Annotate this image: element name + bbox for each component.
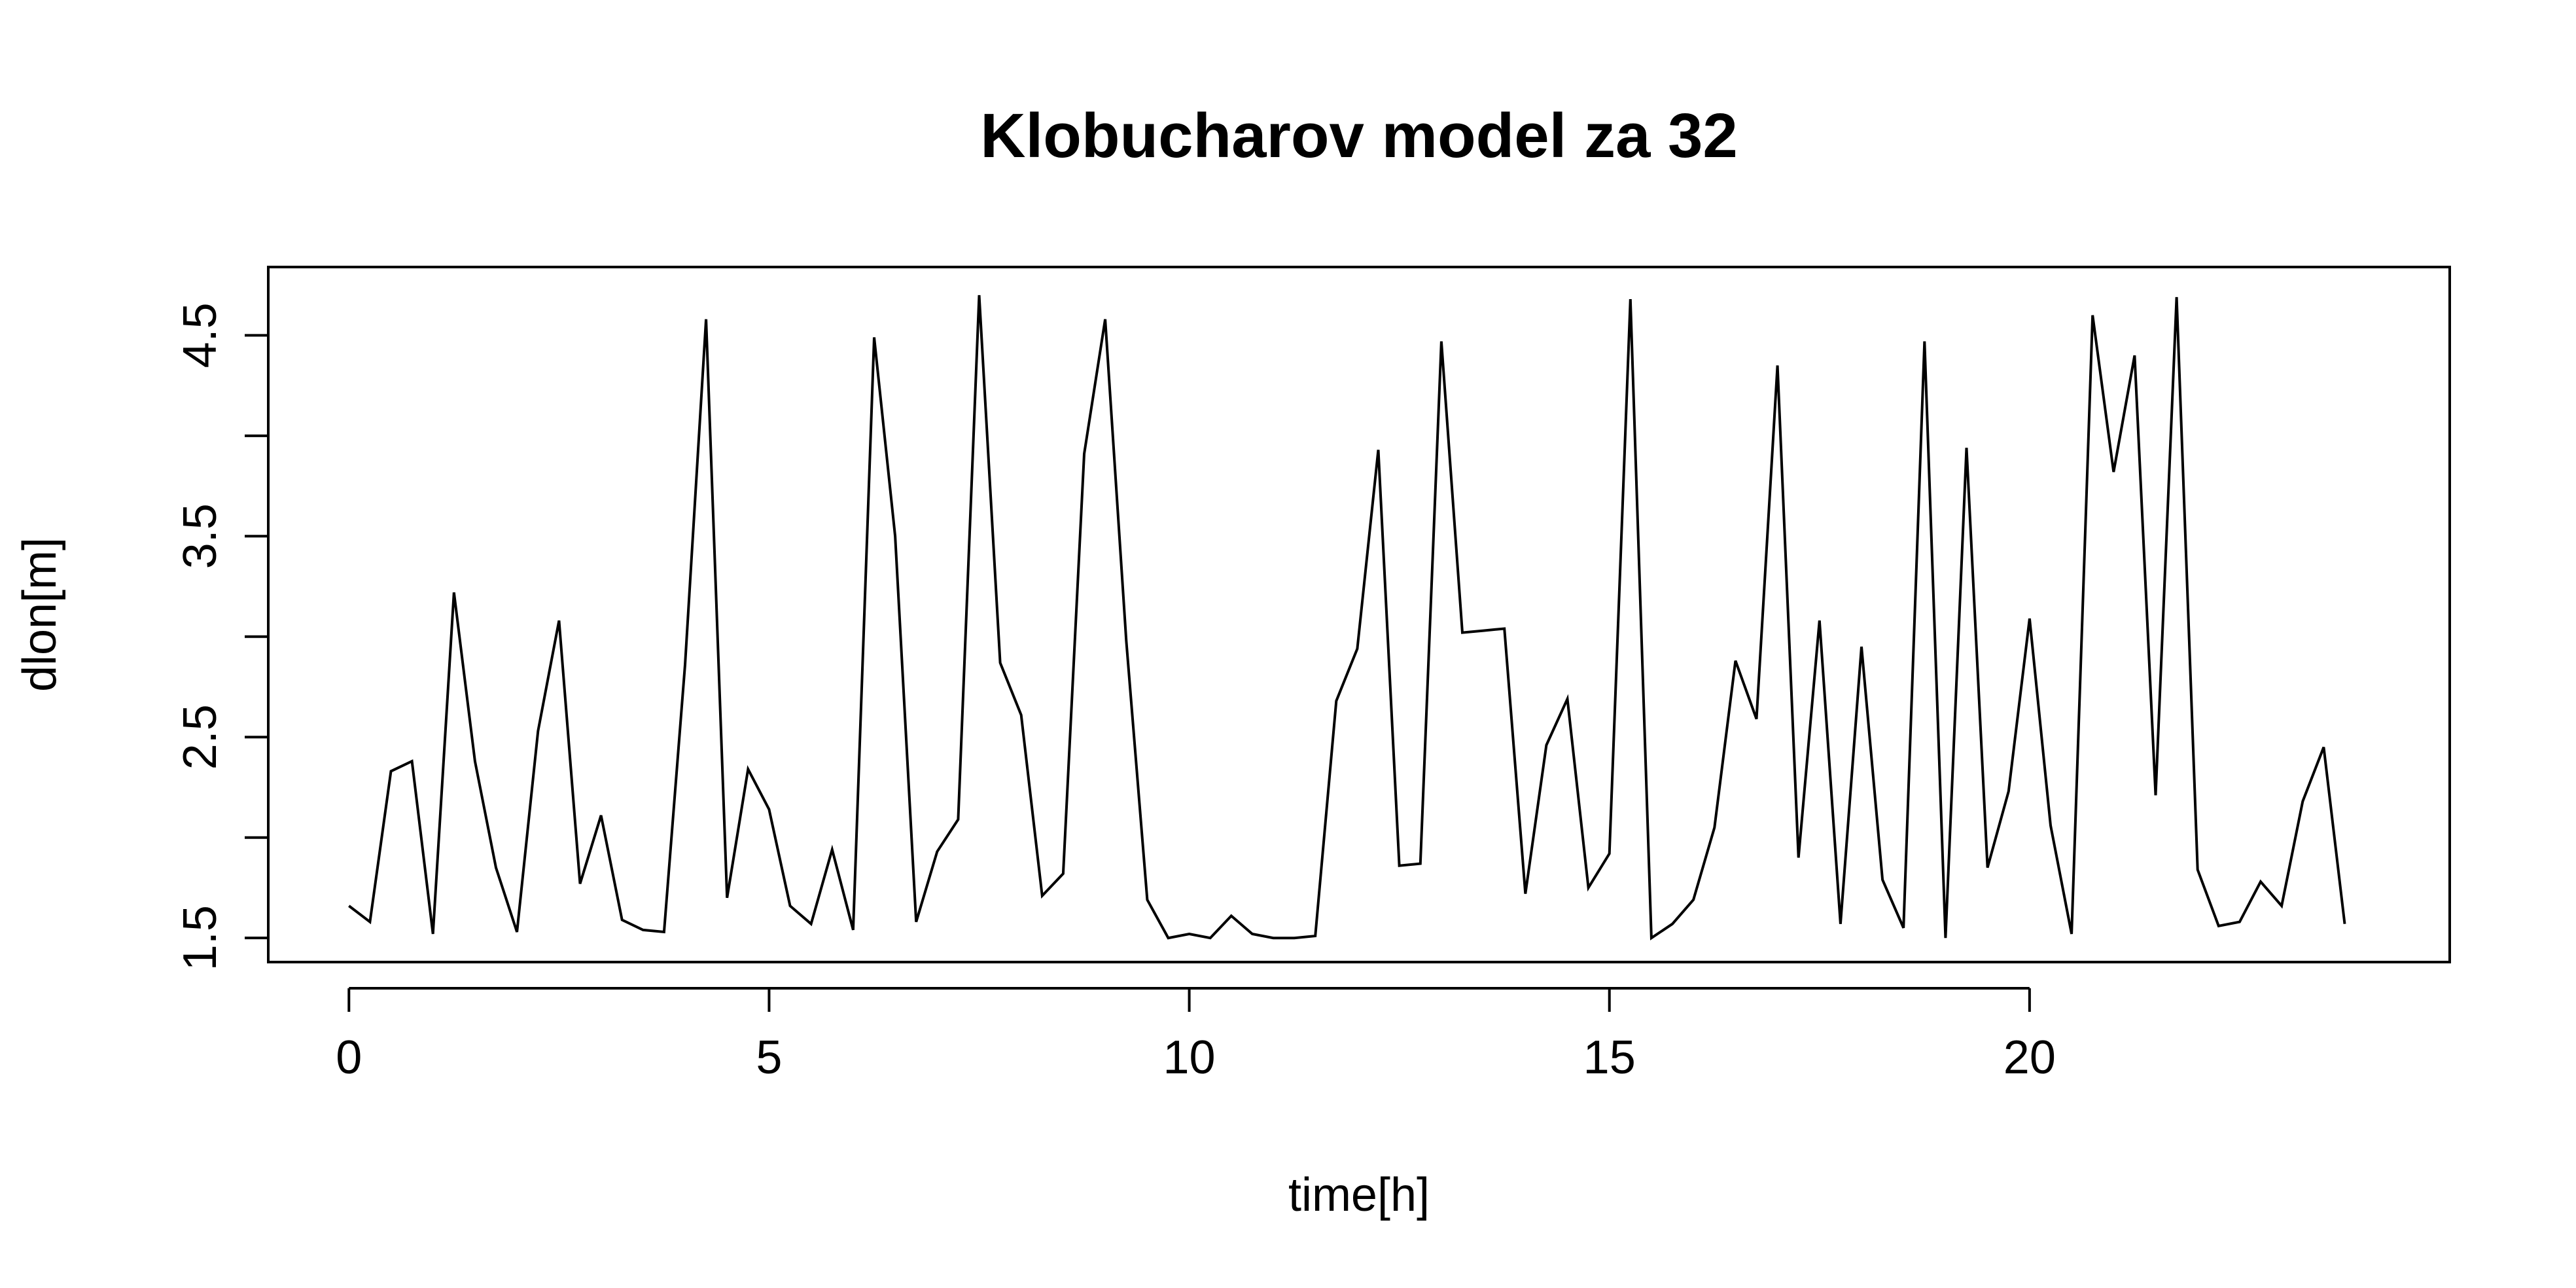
y-tick-label: 4.5 bbox=[174, 302, 226, 368]
x-tick-label: 15 bbox=[1583, 1031, 1636, 1084]
x-tick-label: 5 bbox=[756, 1031, 782, 1084]
y-tick-label: 1.5 bbox=[174, 905, 226, 971]
y-axis-label: dlon[m] bbox=[14, 537, 66, 692]
chart-title: Klobucharov model za 32 bbox=[980, 101, 1738, 171]
x-tick-label: 10 bbox=[1163, 1031, 1216, 1084]
plot-frame bbox=[268, 267, 2450, 962]
x-tick-label: 0 bbox=[336, 1031, 362, 1084]
y-tick-label: 2.5 bbox=[174, 704, 226, 770]
x-axis: 0 5 10 15 20 bbox=[336, 988, 2056, 1084]
series-line-dlon bbox=[349, 295, 2344, 938]
x-axis-label: time[h] bbox=[1288, 1169, 1430, 1221]
x-tick-label: 20 bbox=[2003, 1031, 2056, 1084]
y-axis: 1.5 2.5 3.5 4.5 bbox=[174, 302, 268, 971]
y-tick-label: 3.5 bbox=[174, 503, 226, 569]
